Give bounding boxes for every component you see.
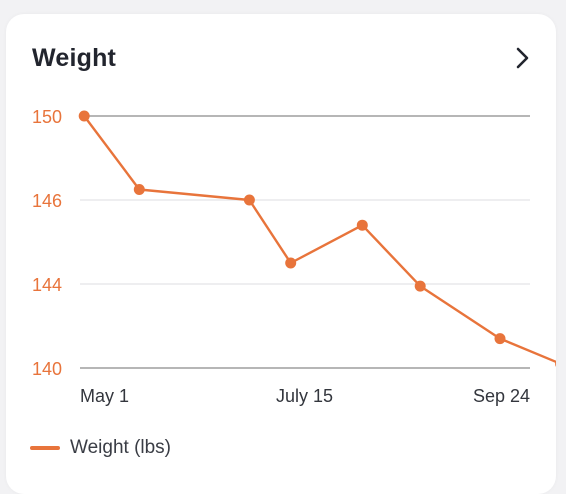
y-tick-label: 150	[32, 107, 62, 127]
series-line	[83, 115, 556, 364]
data-point	[133, 184, 145, 195]
data-point	[494, 333, 506, 345]
data-point	[356, 219, 368, 231]
data-point	[243, 194, 255, 206]
y-tick-label: 140	[32, 359, 62, 379]
data-point	[555, 360, 556, 367]
weight-card: Weight 150 146 144 140 May 1 July 15 Sep 24 We…	[6, 14, 556, 494]
data-point	[414, 280, 426, 292]
x-tick-label: May 1	[80, 386, 129, 406]
y-tick-label: 144	[32, 275, 62, 295]
card-title: Weight	[32, 44, 117, 72]
data-point	[78, 110, 90, 122]
legend-label: Weight (lbs)	[70, 437, 172, 458]
chart-legend: Weight (lbs)	[30, 434, 171, 462]
legend-swatch	[30, 446, 60, 450]
y-tick-label: 146	[32, 191, 62, 211]
data-point	[285, 257, 297, 269]
weight-line-chart: 150 146 144 140 May 1 July 15 Sep 24	[32, 107, 556, 406]
chevron-right-icon[interactable]	[508, 44, 536, 72]
x-tick-label: July 15	[276, 386, 333, 406]
x-tick-label: Sep 24	[473, 386, 530, 406]
